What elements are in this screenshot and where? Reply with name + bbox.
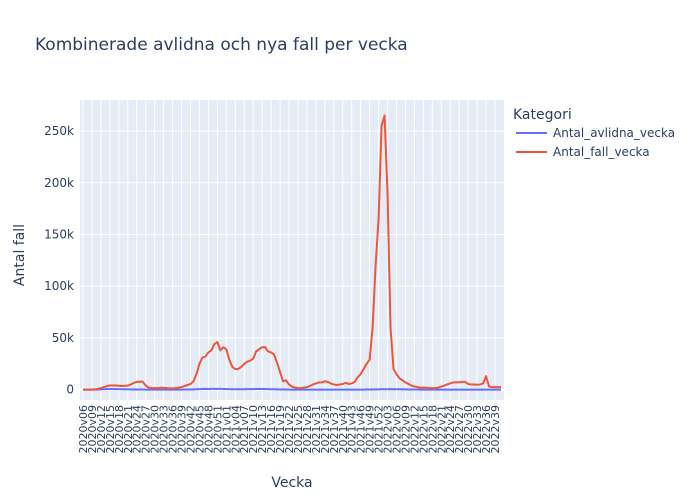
y-axis-title: Antal fall <box>12 224 28 286</box>
x-tick-label: 2022v18 <box>426 405 439 454</box>
x-tick-label: 2021v28 <box>301 405 314 454</box>
x-tick-label: 2021v16 <box>265 405 278 454</box>
series-line-antal-fall-vecka <box>83 114 501 391</box>
y-tick-label: 250k <box>44 124 74 138</box>
y-tick-label: 0 <box>66 383 74 397</box>
x-tick-label: 2022v03 <box>382 405 395 454</box>
x-tick-label: 2022v21 <box>435 405 448 454</box>
x-tick-label: 2021v37 <box>328 405 341 454</box>
x-tick-label: 2020v36 <box>167 405 180 454</box>
y-tick-label: 200k <box>44 176 74 190</box>
x-tick-label: 2022v09 <box>399 405 412 454</box>
legend: Kategori Antal_avlidna_vecka Antal_fall_v… <box>513 107 675 159</box>
x-tick-label: 2021v01 <box>220 405 233 454</box>
x-tick-label: 2020v51 <box>211 405 224 454</box>
x-tick-label: 2022v27 <box>453 405 466 454</box>
x-tick-label: 2021v40 <box>337 405 350 454</box>
x-tick-label: 2021v34 <box>319 405 332 454</box>
x-tick-label: 2021v13 <box>256 405 269 454</box>
x-tick-label: 2022v33 <box>471 405 484 454</box>
x-tick-label: 2020v15 <box>104 405 117 454</box>
x-tick-label: 2020v06 <box>77 405 90 454</box>
y-tick-label: 150k <box>44 227 74 241</box>
x-tick-label: 2021v49 <box>364 405 377 454</box>
x-tick-label: 2020v48 <box>202 405 215 454</box>
x-tick-label: 2020v21 <box>122 405 135 454</box>
x-tick-label: 2021v10 <box>247 405 260 454</box>
x-tick-label: 2021v25 <box>292 405 305 454</box>
plot-area <box>80 100 504 400</box>
series-line-antal-avlidna-vecka <box>82 387 501 391</box>
chart-title: Kombinerade avlidna och nya fall per vec… <box>35 35 408 55</box>
x-tick-label: 2020v30 <box>149 405 162 454</box>
x-tick-label: 2021v46 <box>355 405 368 454</box>
x-tick-label: 2021v31 <box>310 405 323 454</box>
y-tick-label: 50k <box>52 331 74 345</box>
x-tick-labels: 2020v062020v092020v122020v152020v182020v… <box>77 405 502 454</box>
x-tick-label: 2020v12 <box>95 405 108 454</box>
x-tick-label: 2022v36 <box>480 405 493 454</box>
x-tick-label: 2022v12 <box>408 405 421 454</box>
x-tick-label: 2020v45 <box>193 405 206 454</box>
x-tick-label: 2022v39 <box>489 405 502 454</box>
x-tick-label: 2022v15 <box>417 405 430 454</box>
x-tick-label: 2022v30 <box>462 405 475 454</box>
x-tick-label: 2020v24 <box>131 405 144 454</box>
series-layer <box>82 114 501 391</box>
legend-title: Kategori <box>513 107 572 123</box>
x-tick-label: 2021v19 <box>274 405 287 454</box>
x-tick-label: 2021v22 <box>283 405 296 454</box>
x-tick-label: 2020v42 <box>184 405 197 454</box>
y-tick-label: 100k <box>44 279 74 293</box>
x-tick-label: 2020v33 <box>158 405 171 454</box>
legend-label: Antal_avlidna_vecka <box>553 126 675 140</box>
x-tick-label: 2020v39 <box>176 405 189 454</box>
y-tick-labels: 0 50k 100k 150k 200k 250k <box>44 124 74 397</box>
x-tick-label: 2021v52 <box>373 405 386 454</box>
x-tick-label: 2020v18 <box>113 405 126 454</box>
x-tick-label: 2021v07 <box>238 405 251 454</box>
legend-label: Antal_fall_vecka <box>553 145 650 159</box>
x-tick-label: 2021v43 <box>346 405 359 454</box>
x-tick-label: 2020v27 <box>140 405 153 454</box>
x-tick-label: 2022v06 <box>391 405 404 454</box>
x-tick-label: 2022v24 <box>444 405 457 454</box>
x-tick-label: 2021v04 <box>229 405 242 454</box>
x-tick-label: 2020v09 <box>86 405 99 454</box>
x-axis-title: Vecka <box>271 475 312 491</box>
